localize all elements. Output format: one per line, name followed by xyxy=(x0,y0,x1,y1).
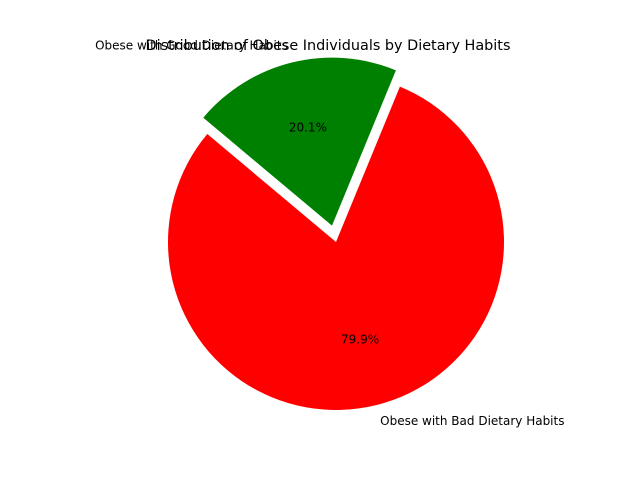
chart-title: Distribution of Obese Individuals by Die… xyxy=(146,38,511,54)
pie-labels: Obese with Bad Dietary Habits 79.9% Obese … xyxy=(95,39,564,428)
pie-slice-1 xyxy=(168,86,505,411)
pie-slices xyxy=(168,57,505,411)
slice-label-1: Obese with Bad Dietary Habits xyxy=(380,414,564,428)
pie-slice-2 xyxy=(203,57,396,226)
percent-label-2: 20.1% xyxy=(289,120,327,134)
slice-label-2: Obese with Good Dietary Habits xyxy=(95,39,288,53)
percent-label-1: 79.9% xyxy=(341,332,379,346)
